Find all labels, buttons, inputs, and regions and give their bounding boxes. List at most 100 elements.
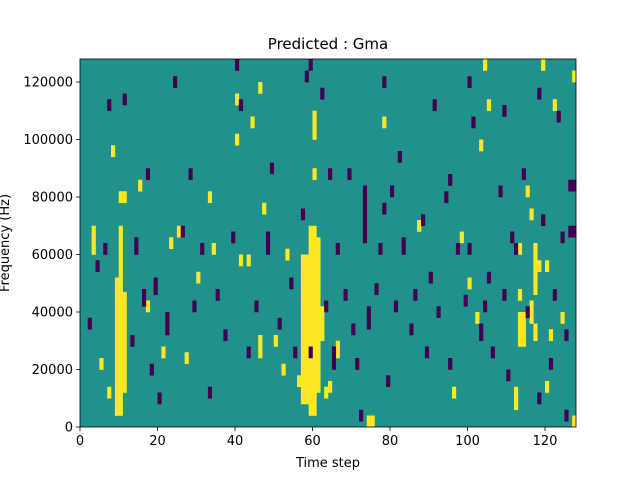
heatmap-cell bbox=[413, 289, 418, 301]
heatmap-cell bbox=[529, 300, 534, 324]
heatmap-cell bbox=[432, 99, 437, 112]
heatmap-cell bbox=[448, 358, 453, 370]
heatmap-cell bbox=[486, 271, 492, 284]
heatmap-cell bbox=[142, 289, 147, 307]
heatmap-cell bbox=[192, 300, 197, 313]
heatmap-cell bbox=[235, 133, 240, 146]
heatmap-cell bbox=[467, 277, 472, 290]
heatmap-cell bbox=[99, 358, 104, 370]
y-tick-label: 80000 bbox=[32, 191, 73, 206]
heatmap-cell bbox=[289, 277, 294, 290]
heatmap-cell bbox=[285, 248, 290, 261]
heatmap-cell bbox=[483, 59, 488, 71]
heatmap-cell bbox=[517, 243, 523, 255]
heatmap-cell bbox=[165, 312, 170, 336]
x-tick-label: 80 bbox=[382, 434, 399, 449]
heatmap-cell bbox=[262, 202, 267, 215]
heatmap-cell bbox=[541, 59, 546, 71]
heatmap-cell bbox=[347, 168, 352, 181]
heatmap-cell bbox=[397, 151, 402, 163]
heatmap-cell bbox=[421, 214, 426, 227]
heatmap-cell bbox=[382, 202, 387, 215]
heatmap-cell bbox=[95, 260, 100, 273]
heatmap-cell bbox=[467, 76, 472, 89]
heatmap-cell bbox=[378, 243, 383, 255]
heatmap-cell bbox=[107, 99, 112, 112]
heatmap-cell bbox=[207, 386, 213, 399]
x-tick-label: 120 bbox=[533, 434, 558, 449]
heatmap-cell bbox=[560, 312, 565, 324]
heatmap-cell bbox=[293, 346, 298, 359]
heatmap-cell bbox=[223, 329, 228, 342]
heatmap-cell bbox=[188, 168, 193, 181]
heatmap-cell bbox=[269, 162, 275, 175]
heatmap-background bbox=[80, 59, 576, 427]
heatmap-cell bbox=[564, 329, 569, 342]
y-axis: 0 20000 40000 60000 80000 100000 120000 bbox=[23, 76, 80, 436]
heatmap-cell bbox=[254, 300, 259, 313]
heatmap-cell bbox=[459, 231, 464, 244]
heatmap-cell bbox=[444, 191, 449, 204]
heatmap-cell bbox=[479, 139, 484, 152]
heatmap-cell bbox=[297, 375, 302, 388]
heatmap-cell bbox=[506, 369, 511, 382]
heatmap-cell bbox=[479, 323, 484, 342]
heatmap-cell bbox=[502, 289, 507, 301]
heatmap-cell bbox=[514, 243, 519, 255]
heatmap-cell bbox=[335, 340, 340, 359]
plot-area bbox=[79, 58, 577, 428]
heatmap-cell bbox=[87, 317, 92, 330]
heatmap-cell bbox=[486, 99, 492, 112]
heatmap-cell bbox=[552, 99, 557, 112]
x-axis: 0 20 40 60 80 100 120 bbox=[76, 427, 558, 449]
heatmap-cell bbox=[366, 415, 375, 428]
heatmap-cell bbox=[417, 220, 422, 232]
heatmap-cell bbox=[118, 191, 127, 204]
heatmap-cell bbox=[300, 254, 309, 405]
heatmap-cell bbox=[149, 363, 154, 376]
heatmap-cell bbox=[548, 329, 554, 342]
heatmap-cell bbox=[359, 409, 364, 422]
heatmap-cell bbox=[246, 346, 251, 359]
heatmap-cell bbox=[308, 225, 317, 416]
heatmap-cell bbox=[548, 358, 554, 370]
heatmap-cell bbox=[541, 214, 546, 227]
heatmap-cell bbox=[114, 277, 120, 416]
heatmap-cell bbox=[564, 409, 569, 422]
heatmap-cell bbox=[281, 363, 286, 376]
heatmap-cell bbox=[533, 243, 538, 296]
heatmap-cell bbox=[483, 300, 488, 313]
heatmap-cell bbox=[556, 110, 561, 123]
heatmap-cell bbox=[300, 208, 306, 221]
heatmap-cell bbox=[510, 231, 515, 244]
heatmap-cell bbox=[161, 346, 166, 359]
heatmap-cell bbox=[207, 191, 213, 204]
heatmap-cell bbox=[436, 306, 441, 319]
heatmap-cell bbox=[409, 323, 414, 336]
heatmap-cell bbox=[568, 179, 577, 192]
heatmap-cell bbox=[525, 306, 530, 319]
heatmap-cell bbox=[537, 260, 542, 273]
x-axis-label: Time step bbox=[295, 456, 360, 471]
heatmap-cell bbox=[498, 185, 503, 198]
heatmap-cell bbox=[517, 312, 526, 347]
heatmap-cell bbox=[103, 243, 108, 255]
heatmap-cell bbox=[157, 392, 162, 405]
heatmap-cell bbox=[312, 168, 317, 181]
heatmap-cell bbox=[122, 93, 127, 106]
heatmap-cell bbox=[118, 225, 123, 416]
heatmap-cell bbox=[196, 271, 201, 284]
y-tick-label: 40000 bbox=[32, 306, 73, 321]
heatmap-cell bbox=[362, 185, 368, 244]
heatmap-cell bbox=[467, 243, 472, 255]
heatmap-cell bbox=[122, 291, 127, 393]
heatmap-cell bbox=[169, 237, 174, 250]
heatmap-cell bbox=[258, 335, 263, 359]
y-tick-label: 60000 bbox=[32, 248, 73, 263]
heatmap-cell bbox=[448, 174, 453, 186]
heatmap-cell bbox=[258, 82, 263, 94]
x-tick-label: 20 bbox=[149, 434, 166, 449]
heatmap-cell bbox=[517, 289, 523, 301]
heatmap-cell bbox=[324, 386, 329, 399]
